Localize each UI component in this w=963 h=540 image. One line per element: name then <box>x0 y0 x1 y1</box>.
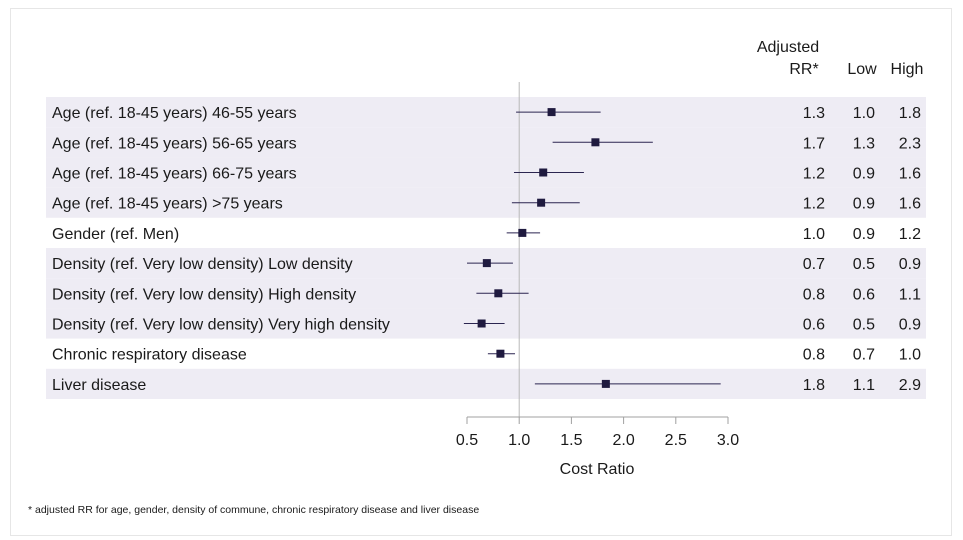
table-row: Density (ref. Very low density) High den… <box>52 286 921 303</box>
table-row: Age (ref. 18-45 years) >75 years 1.2 0.9 1.… <box>52 196 921 213</box>
row-label: Liver disease <box>52 377 146 394</box>
chart-frame <box>10 8 952 536</box>
row-label: Density (ref. Very low density) Very hig… <box>52 317 390 334</box>
table-row: Gender (ref. Men) 1.0 0.9 1.2 <box>52 226 921 243</box>
low-value: 0.9 <box>853 196 875 213</box>
estimate-marker <box>539 168 548 177</box>
estimate-marker <box>591 138 600 147</box>
row-label: Gender (ref. Men) <box>52 226 179 243</box>
row-label: Age (ref. 18-45 years) 56-65 years <box>52 135 297 152</box>
column-headers: Adjusted RR* Low High <box>757 39 924 78</box>
rr-value: 1.7 <box>803 135 825 152</box>
low-value: 1.0 <box>853 105 875 122</box>
estimate-marker <box>601 379 610 388</box>
high-value: 2.3 <box>899 135 921 152</box>
footnote: * adjusted RR for age, gender, density o… <box>28 504 479 516</box>
x-axis-label: Cost Ratio <box>560 461 635 478</box>
high-value: 1.1 <box>899 286 921 303</box>
header-high: High <box>891 61 924 78</box>
x-tick-label: 0.5 <box>456 432 478 449</box>
rr-value: 1.0 <box>803 226 825 243</box>
estimate-marker <box>477 319 486 328</box>
high-value: 1.0 <box>899 347 921 364</box>
low-value: 1.1 <box>853 377 875 394</box>
header-rr-line2: RR* <box>789 61 818 78</box>
low-value: 0.9 <box>853 226 875 243</box>
row-band <box>46 187 926 218</box>
row-label: Chronic respiratory disease <box>52 347 247 364</box>
high-value: 0.9 <box>899 317 921 334</box>
rr-value: 1.2 <box>803 166 825 183</box>
rr-value: 0.7 <box>803 256 825 273</box>
estimate-marker <box>518 228 527 237</box>
high-value: 2.9 <box>899 377 921 394</box>
table-row: Age (ref. 18-45 years) 56-65 years 1.7 1.3… <box>52 135 921 152</box>
high-value: 0.9 <box>899 256 921 273</box>
low-value: 0.7 <box>853 347 875 364</box>
table-row: Age (ref. 18-45 years) 46-55 years 1.3 1.0… <box>52 105 921 122</box>
table-row: Chronic respiratory disease 0.8 0.7 1.0 <box>52 347 921 364</box>
table-row: Density (ref. Very low density) Very hig… <box>52 317 921 334</box>
row-label: Density (ref. Very low density) High den… <box>52 286 356 303</box>
high-value: 1.6 <box>899 166 921 183</box>
high-value: 1.2 <box>899 226 921 243</box>
estimate-marker <box>537 198 546 207</box>
rr-value: 1.8 <box>803 377 825 394</box>
low-value: 0.6 <box>853 286 875 303</box>
table-row: Density (ref. Very low density) Low dens… <box>52 256 921 273</box>
x-tick-label: 1.5 <box>560 432 582 449</box>
rr-value: 0.8 <box>803 286 825 303</box>
x-tick-label: 2.0 <box>612 432 634 449</box>
low-value: 0.5 <box>853 256 875 273</box>
estimate-marker <box>496 349 505 358</box>
x-tick-label: 3.0 <box>717 432 739 449</box>
low-value: 0.5 <box>853 317 875 334</box>
rr-value: 0.6 <box>803 317 825 334</box>
estimate-marker <box>547 108 556 117</box>
row-label: Age (ref. 18-45 years) >75 years <box>52 196 283 213</box>
row-bands <box>46 97 926 399</box>
low-value: 1.3 <box>853 135 875 152</box>
table-row: Liver disease 1.8 1.1 2.9 <box>52 377 921 394</box>
table-row: Age (ref. 18-45 years) 66-75 years 1.2 0.9… <box>52 166 921 183</box>
high-value: 1.6 <box>899 196 921 213</box>
row-label: Age (ref. 18-45 years) 66-75 years <box>52 166 297 183</box>
row-band <box>46 127 926 158</box>
high-value: 1.8 <box>899 105 921 122</box>
x-axis: 0.5 1.0 1.5 2.0 2.5 3.0 <box>456 416 739 449</box>
row-label: Density (ref. Very low density) Low dens… <box>52 256 353 273</box>
row-band <box>46 368 926 399</box>
low-value: 0.9 <box>853 166 875 183</box>
row-label: Age (ref. 18-45 years) 46-55 years <box>52 105 297 122</box>
rows-group: Age (ref. 18-45 years) 46-55 years 1.3 1.0… <box>52 105 921 394</box>
x-tick-label: 1.0 <box>508 432 530 449</box>
rr-value: 0.8 <box>803 347 825 364</box>
estimate-marker <box>482 259 491 268</box>
header-low: Low <box>847 61 877 78</box>
rr-value: 1.2 <box>803 196 825 213</box>
x-tick-label: 2.5 <box>665 432 687 449</box>
row-band <box>46 157 926 188</box>
estimate-marker <box>494 289 503 298</box>
row-band <box>46 97 926 128</box>
rr-value: 1.3 <box>803 105 825 122</box>
header-rr-line1: Adjusted <box>757 39 819 56</box>
